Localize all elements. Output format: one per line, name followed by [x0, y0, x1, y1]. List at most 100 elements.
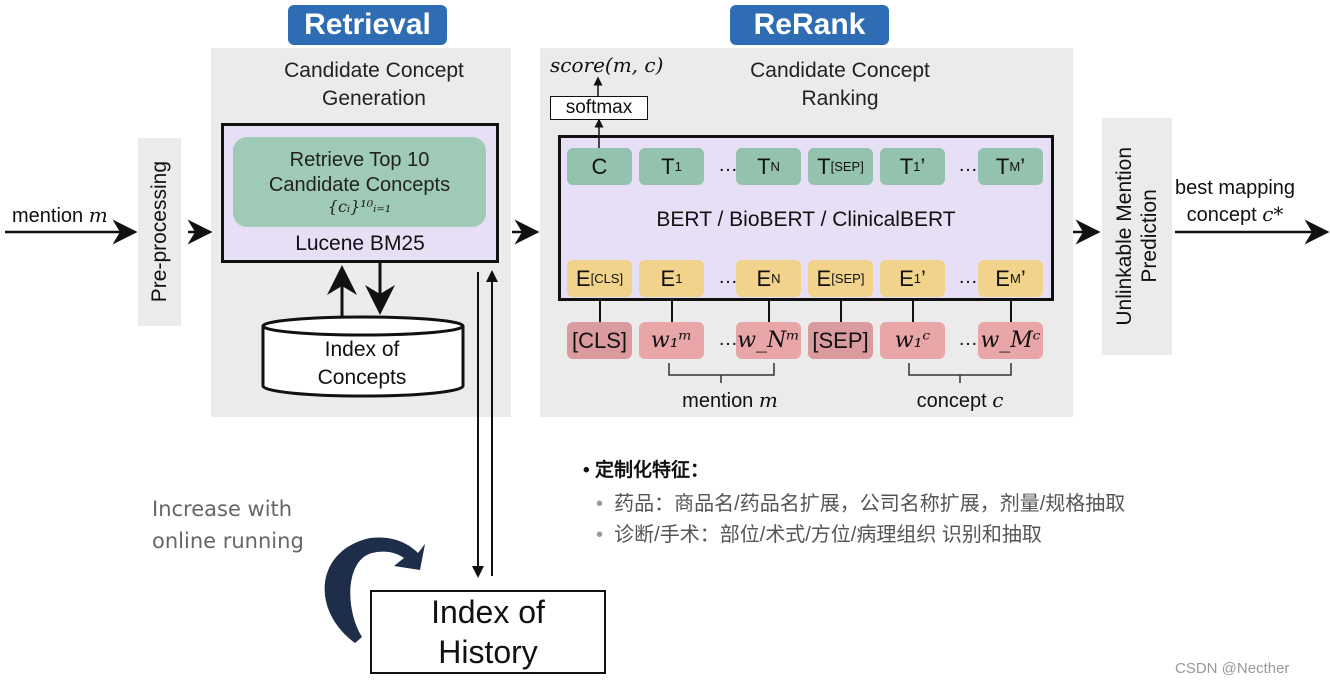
output-token-sub: [SEP] — [830, 159, 864, 174]
concept-group-var: c — [992, 388, 1004, 412]
output-token-prime: ’ — [920, 153, 926, 179]
bert-model-label: BERT / BioBERT / ClinicalBERT — [656, 208, 956, 231]
history-line2: History — [438, 634, 538, 670]
input-token-label: [SEP] — [812, 327, 869, 353]
unlinkable-line1: Unlinkable Mention — [1113, 147, 1136, 326]
mention-input-label: mention m — [12, 203, 108, 228]
output-token-sub: 1 — [674, 159, 682, 174]
embedding-token-prime: ’ — [921, 265, 926, 291]
retrieval-title: Candidate Concept Generation — [211, 57, 537, 113]
output-token: C — [567, 148, 632, 185]
unlinkable-box: Unlinkable Mention Prediction — [1102, 118, 1172, 355]
input-token: [SEP] — [808, 322, 873, 359]
index-of-concepts-label: Index of Concepts — [262, 336, 462, 392]
input-token-label: w₁ᵐ — [650, 328, 693, 353]
output-token: T 1’ — [880, 148, 945, 185]
output-label: best mapping concept c* — [1170, 175, 1300, 228]
rerank-title: Candidate Concept Ranking — [700, 57, 980, 113]
lucene-label: Lucene BM25 — [295, 232, 425, 255]
output-token: T M’ — [978, 148, 1043, 185]
input-token: w_Nᵐ — [736, 322, 801, 359]
retrieve-line1: Retrieve Top 10 — [289, 149, 430, 171]
retrieve-formula: {cᵢ}¹⁰ᵢ₌₁ — [327, 197, 392, 216]
history-line1: Index of — [431, 594, 545, 630]
embedding-token-sub: [SEP] — [831, 271, 865, 286]
embedding-token-prime: ’ — [1020, 265, 1026, 291]
input-token-label: w_Nᵐ — [737, 328, 800, 353]
output-token-sub: M — [1009, 159, 1021, 174]
embedding-token-main: E — [816, 265, 832, 291]
token-arrow — [839, 298, 842, 322]
rerank-title-line2: Ranking — [801, 87, 879, 110]
input-token-label: w₁ᶜ — [894, 328, 931, 353]
embedding-token: E [SEP] — [808, 260, 873, 297]
retrieve-top10-box: Retrieve Top 10 Candidate Concepts {cᵢ}¹… — [233, 137, 486, 227]
score-label: score(m, c) — [550, 53, 664, 77]
ellipsis: … — [718, 154, 738, 176]
feature-item-diagnosis-text: 诊断/手术：部位/术式/方位/病理组织 识别和抽取 — [614, 524, 1042, 546]
token-arrow — [767, 298, 770, 322]
output-var: c* — [1262, 202, 1284, 226]
output-token-main: T — [995, 153, 1010, 179]
embedding-token: E [CLS] — [567, 260, 632, 297]
embedding-token-sub: 1 — [675, 271, 683, 286]
output-token-prime: ’ — [1020, 153, 1026, 179]
input-token: w₁ᶜ — [880, 322, 945, 359]
preprocessing-label: Pre-processing — [147, 161, 171, 303]
output-token-main: T — [817, 153, 831, 179]
token-arrow — [670, 298, 673, 322]
output-token-sub: N — [770, 159, 780, 174]
increase-line2: online running — [152, 529, 304, 553]
rerank-title-line1: Candidate Concept — [750, 59, 930, 82]
embedding-token-main: E — [899, 265, 914, 291]
ellipsis: … — [958, 266, 978, 288]
embedding-token-main: E — [575, 265, 591, 291]
retrieval-badge: Retrieval — [288, 5, 447, 45]
index-of-concepts-cylinder — [261, 315, 465, 398]
embedding-token-main: E — [756, 265, 772, 291]
ellipsis: … — [718, 328, 738, 350]
increase-line1: Increase with — [152, 497, 293, 521]
output-token-main: T — [757, 153, 771, 179]
softmax-box: softmax — [550, 96, 648, 120]
rerank-badge: ReRank — [730, 5, 889, 45]
preprocessing-box: Pre-processing — [138, 138, 181, 326]
ellipsis: … — [958, 328, 978, 350]
index-of-history-box: Index of History — [370, 590, 606, 674]
ellipsis: … — [958, 154, 978, 176]
increase-label: Increase with online running — [152, 493, 304, 557]
output-line2: concept — [1186, 204, 1257, 226]
input-token: w₁ᵐ — [639, 322, 704, 359]
mention-var: m — [88, 203, 108, 227]
token-arrow — [598, 298, 601, 322]
output-token-sub: 1 — [913, 159, 921, 174]
mention-group-text: mention — [682, 390, 754, 412]
embedding-token: E 1’ — [880, 260, 945, 297]
feature-item-diagnosis: • 诊断/手术：部位/术式/方位/病理组织 识别和抽取 — [596, 524, 1042, 546]
features-heading: • 定制化特征： — [583, 460, 709, 481]
output-line1: best mapping — [1174, 177, 1296, 199]
embedding-token-sub: [CLS] — [590, 271, 624, 286]
token-arrow — [1009, 298, 1012, 322]
output-token-main: T — [661, 153, 675, 179]
output-token-main: T — [899, 153, 914, 179]
input-token-label: [CLS] — [571, 327, 628, 353]
concept-group-label: concept c — [890, 388, 1030, 413]
retrieval-title-line2: Generation — [322, 87, 426, 110]
embedding-token-sub: 1 — [913, 271, 922, 286]
embedding-token-main: E — [995, 265, 1010, 291]
ellipsis: … — [718, 266, 738, 288]
features-heading-text: 定制化特征： — [594, 460, 709, 481]
embedding-token-sub: M — [1009, 271, 1021, 286]
embedding-token-main: E — [660, 265, 676, 291]
retrieval-title-line1: Candidate Concept — [284, 59, 464, 82]
unlinkable-label: Unlinkable Mention Prediction — [1112, 147, 1162, 326]
embedding-token: E M’ — [978, 260, 1043, 297]
concept-group-text: concept — [916, 390, 987, 412]
feature-item-drug: • 药品：商品名/药品名扩展，公司名称扩展，剂量/规格抽取 — [596, 493, 1126, 515]
input-token: w_Mᶜ — [978, 322, 1043, 359]
